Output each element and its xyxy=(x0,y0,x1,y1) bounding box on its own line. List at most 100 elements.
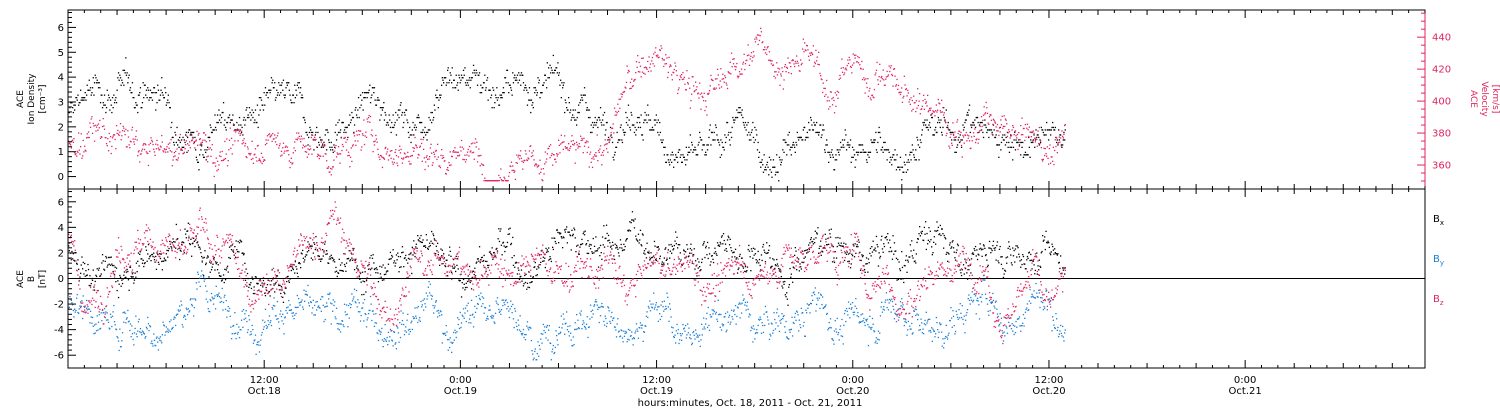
bx-point xyxy=(786,298,788,300)
velocity-point xyxy=(646,68,648,70)
bx-point xyxy=(1029,259,1031,262)
ion-density-point xyxy=(524,87,526,89)
velocity-point xyxy=(171,151,173,153)
bx-point xyxy=(1051,243,1053,245)
by-point xyxy=(223,296,225,298)
bx-point xyxy=(828,229,830,231)
bx-point xyxy=(996,244,998,247)
bx-point xyxy=(711,255,713,257)
ion-density-point xyxy=(813,121,815,124)
velocity-point xyxy=(725,82,727,84)
ion-density-point xyxy=(299,92,301,94)
velocity-point xyxy=(1034,141,1036,143)
bx-point xyxy=(970,258,973,260)
velocity-point xyxy=(562,148,564,150)
velocity-point xyxy=(69,142,71,144)
bx-point xyxy=(998,262,1000,264)
bx-point xyxy=(889,239,891,241)
ion-density-point xyxy=(973,124,975,126)
bx-point xyxy=(978,254,980,256)
by-point xyxy=(191,305,193,307)
ion-density-point xyxy=(1037,134,1039,136)
by-point xyxy=(219,301,221,303)
ion-density-point xyxy=(926,119,928,121)
ion-density-point xyxy=(1020,141,1023,144)
ion-density-point xyxy=(361,92,364,94)
ion-density-point xyxy=(630,111,632,114)
by-point xyxy=(203,280,205,282)
ion-density-point xyxy=(500,97,502,99)
bx-point xyxy=(685,251,687,253)
bx-point xyxy=(365,291,367,293)
velocity-point xyxy=(394,151,396,153)
velocity-point xyxy=(791,60,793,62)
velocity-point xyxy=(191,140,193,142)
bx-point xyxy=(783,283,785,285)
ion-density-point xyxy=(393,126,395,129)
bx-point xyxy=(642,234,644,236)
bx-point xyxy=(249,284,251,286)
bx-point xyxy=(780,276,782,278)
ion-density-point xyxy=(460,79,462,81)
bx-point xyxy=(593,252,595,254)
bx-point xyxy=(399,266,401,269)
velocity-point xyxy=(532,150,534,152)
velocity-point xyxy=(505,180,507,182)
ion-density-point xyxy=(818,134,820,136)
velocity-point xyxy=(792,59,794,61)
by-point xyxy=(279,313,281,315)
ion-density-point xyxy=(337,121,339,124)
velocity-point xyxy=(82,139,84,142)
by-point xyxy=(194,298,196,300)
ion-density-point xyxy=(328,141,330,144)
bx-point xyxy=(419,241,421,243)
bx-point xyxy=(219,275,221,277)
ion-density-point xyxy=(870,139,872,141)
ion-density-point xyxy=(636,121,638,124)
ion-density-point xyxy=(319,136,321,139)
ion-density-point xyxy=(960,146,963,148)
bx-point xyxy=(445,259,447,261)
velocity-point xyxy=(767,46,769,48)
velocity-point xyxy=(659,49,661,52)
bx-point xyxy=(815,237,817,239)
bx-point xyxy=(423,245,425,247)
ion-density-point xyxy=(753,141,755,144)
bx-point xyxy=(647,251,649,253)
bx-point xyxy=(621,249,624,252)
bx-point xyxy=(851,253,853,255)
velocity-point xyxy=(966,134,969,136)
ion-density-point xyxy=(692,151,694,153)
velocity-point xyxy=(476,141,478,143)
bx-point xyxy=(414,255,416,258)
bx-point xyxy=(382,264,384,266)
ion-density-point xyxy=(993,129,995,131)
ion-density-point xyxy=(415,126,417,129)
ion-density-point xyxy=(860,144,862,146)
bx-point xyxy=(495,248,497,250)
velocity-point xyxy=(333,159,335,161)
bx-point xyxy=(82,268,84,270)
ion-density-point xyxy=(348,124,350,126)
ion-density-point xyxy=(1018,144,1021,146)
bx-point xyxy=(975,255,977,257)
bx-point xyxy=(207,256,209,258)
bx-point xyxy=(786,292,788,294)
ion-density-point xyxy=(1056,139,1058,141)
ion-density-point xyxy=(76,99,78,101)
velocity-point xyxy=(492,180,494,182)
ion-density-point xyxy=(186,151,188,153)
bx-point xyxy=(456,264,458,266)
by-point xyxy=(164,334,166,336)
bx-point xyxy=(784,280,786,283)
bx-point xyxy=(1038,269,1040,271)
by-point xyxy=(129,323,132,325)
ion-density-point xyxy=(931,116,933,119)
bx-point xyxy=(749,256,751,258)
bx-point xyxy=(157,261,160,263)
velocity-point xyxy=(163,148,165,150)
by-point xyxy=(94,332,96,334)
bx-point xyxy=(196,242,198,244)
bx-point xyxy=(891,258,894,260)
